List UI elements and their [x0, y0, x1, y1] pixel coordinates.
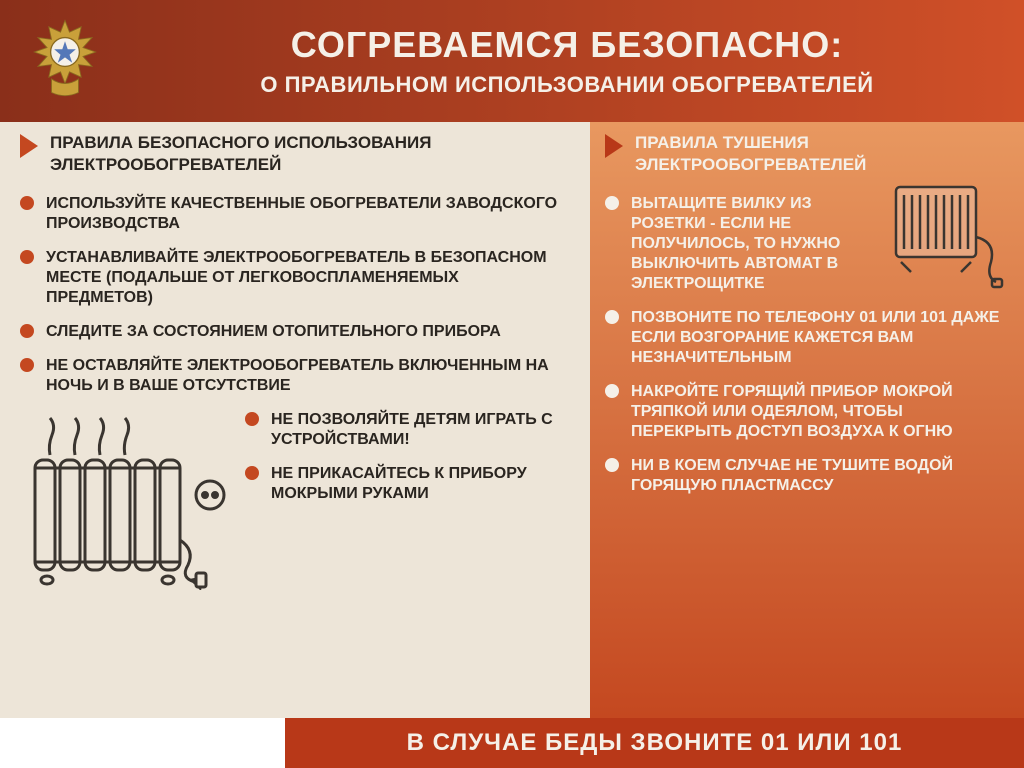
- bullet-text: НЕ ПРИКАСАЙТЕСЬ К ПРИБОРУ МОКРЫМИ РУКАМИ: [271, 464, 570, 504]
- bullet-text: ПОЗВОНИТЕ ПО ТЕЛЕФОНУ 01 ИЛИ 101 ДАЖЕ ЕС…: [631, 308, 1004, 368]
- list-item: НЕ ОСТАВЛЯЙТЕ ЭЛЕКТРООБОГРЕВАТЕЛЬ ВКЛЮЧЕ…: [20, 356, 570, 396]
- list-item: УСТАНАВЛИВАЙТЕ ЭЛЕКТРООБОГРЕВАТЕЛЬ В БЕЗ…: [20, 248, 570, 308]
- bullet-icon: [20, 324, 34, 338]
- main-subtitle: О ПРАВИЛЬНОМ ИСПОЛЬЗОВАНИИ ОБОГРЕВАТЕЛЕЙ: [130, 72, 1004, 98]
- bullet-icon: [20, 196, 34, 210]
- left-section-header: ПРАВИЛА БЕЗОПАСНОГО ИСПОЛЬЗОВАНИЯ ЭЛЕКТР…: [20, 132, 570, 176]
- bullet-icon: [605, 196, 619, 210]
- left-section-title: ПРАВИЛА БЕЗОПАСНОГО ИСПОЛЬЗОВАНИЯ ЭЛЕКТР…: [50, 132, 570, 176]
- header: СОГРЕВАЕМСЯ БЕЗОПАСНО: О ПРАВИЛЬНОМ ИСПО…: [0, 0, 1024, 122]
- list-item: ИСПОЛЬЗУЙТЕ КАЧЕСТВЕННЫЕ ОБОГРЕВАТЕЛИ ЗА…: [20, 194, 570, 234]
- bullet-text: НАКРОЙТЕ ГОРЯЩИЙ ПРИБОР МОКРОЙ ТРЯПКОЙ И…: [631, 382, 1004, 442]
- bullet-icon: [605, 310, 619, 324]
- bullet-text: ИСПОЛЬЗУЙТЕ КАЧЕСТВЕННЫЕ ОБОГРЕВАТЕЛИ ЗА…: [46, 194, 570, 234]
- left-bottom-row: НЕ ПОЗВОЛЯЙТЕ ДЕТЯМ ИГРАТЬ С УСТРОЙСТВАМ…: [20, 410, 570, 590]
- list-item: СЛЕДИТЕ ЗА СОСТОЯНИЕМ ОТОПИТЕЛЬНОГО ПРИБ…: [20, 322, 570, 342]
- bullet-text: СЛЕДИТЕ ЗА СОСТОЯНИЕМ ОТОПИТЕЛЬНОГО ПРИБ…: [46, 322, 501, 342]
- footer-text: В СЛУЧАЕ БЕДЫ ЗВОНИТЕ 01 ИЛИ 101: [407, 729, 903, 757]
- left-column: ПРАВИЛА БЕЗОПАСНОГО ИСПОЛЬЗОВАНИЯ ЭЛЕКТР…: [0, 122, 590, 718]
- bullet-text: ВЫТАЩИТЕ ВИЛКУ ИЗ РОЗЕТКИ - ЕСЛИ НЕ ПОЛУ…: [631, 194, 874, 294]
- bullet-icon: [605, 384, 619, 398]
- right-section-header: ПРАВИЛА ТУШЕНИЯ ЭЛЕКТРООБОГРЕВАТЕЛЕЙ: [605, 132, 1004, 176]
- bullet-text: НЕ ОСТАВЛЯЙТЕ ЭЛЕКТРООБОГРЕВАТЕЛЬ ВКЛЮЧЕ…: [46, 356, 570, 396]
- bullet-text: НЕ ПОЗВОЛЯЙТЕ ДЕТЯМ ИГРАТЬ С УСТРОЙСТВАМ…: [271, 410, 570, 450]
- right-section-title: ПРАВИЛА ТУШЕНИЯ ЭЛЕКТРООБОГРЕВАТЕЛЕЙ: [635, 132, 1004, 176]
- arrow-icon: [605, 134, 623, 158]
- right-column: ПРАВИЛА ТУШЕНИЯ ЭЛЕКТРООБОГРЕВАТЕЛЕЙ: [590, 122, 1024, 718]
- list-item: НИ В КОЕМ СЛУЧАЕ НЕ ТУШИТЕ ВОДОЙ ГОРЯЩУЮ…: [605, 456, 1004, 496]
- content: ПРАВИЛА БЕЗОПАСНОГО ИСПОЛЬЗОВАНИЯ ЭЛЕКТР…: [0, 122, 1024, 718]
- heater-icon: [876, 177, 1006, 297]
- left-bottom-items: НЕ ПОЗВОЛЯЙТЕ ДЕТЯМ ИГРАТЬ С УСТРОЙСТВАМ…: [245, 410, 570, 518]
- list-item: НЕ ПРИКАСАЙТЕСЬ К ПРИБОРУ МОКРЫМИ РУКАМИ: [245, 464, 570, 504]
- emblem-icon: [20, 16, 110, 106]
- bullet-icon: [20, 358, 34, 372]
- infographic-root: СОГРЕВАЕМСЯ БЕЗОПАСНО: О ПРАВИЛЬНОМ ИСПО…: [0, 0, 1024, 768]
- main-title: СОГРЕВАЕМСЯ БЕЗОПАСНО:: [130, 24, 1004, 66]
- list-item: НЕ ПОЗВОЛЯЙТЕ ДЕТЯМ ИГРАТЬ С УСТРОЙСТВАМ…: [245, 410, 570, 450]
- list-item: ПОЗВОНИТЕ ПО ТЕЛЕФОНУ 01 ИЛИ 101 ДАЖЕ ЕС…: [605, 308, 1004, 368]
- radiator-icon: [20, 410, 230, 590]
- left-items-list: ИСПОЛЬЗУЙТЕ КАЧЕСТВЕННЫЕ ОБОГРЕВАТЕЛИ ЗА…: [20, 194, 570, 396]
- footer: В СЛУЧАЕ БЕДЫ ЗВОНИТЕ 01 ИЛИ 101: [285, 718, 1024, 768]
- header-text: СОГРЕВАЕМСЯ БЕЗОПАСНО: О ПРАВИЛЬНОМ ИСПО…: [130, 24, 1004, 98]
- bullet-icon: [20, 250, 34, 264]
- list-item: НАКРОЙТЕ ГОРЯЩИЙ ПРИБОР МОКРОЙ ТРЯПКОЙ И…: [605, 382, 1004, 442]
- bullet-icon: [605, 458, 619, 472]
- bullet-icon: [245, 412, 259, 426]
- bullet-icon: [245, 466, 259, 480]
- bullet-text: НИ В КОЕМ СЛУЧАЕ НЕ ТУШИТЕ ВОДОЙ ГОРЯЩУЮ…: [631, 456, 1004, 496]
- bullet-text: УСТАНАВЛИВАЙТЕ ЭЛЕКТРООБОГРЕВАТЕЛЬ В БЕЗ…: [46, 248, 570, 308]
- arrow-icon: [20, 134, 38, 158]
